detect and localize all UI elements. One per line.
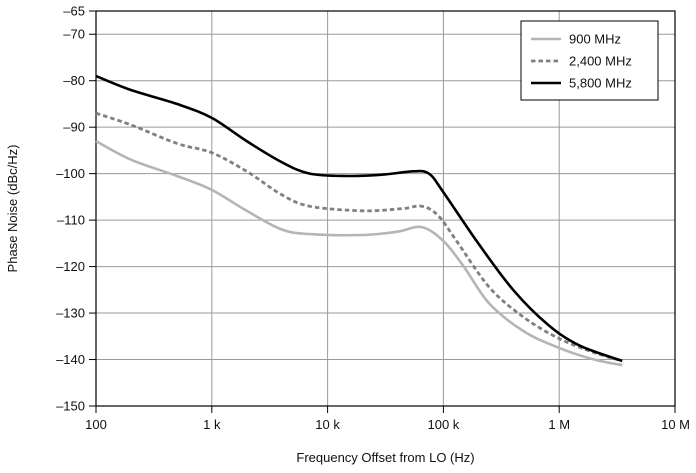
x-tick-label: 100 k <box>427 417 459 432</box>
legend-label: 2,400 MHz <box>569 54 632 69</box>
y-tick-label: –140 <box>56 352 85 367</box>
legend-box <box>520 20 659 101</box>
x-axis: 100 1 k 10 k 100 k 1 M 10 M <box>85 406 690 432</box>
legend-label: 900 MHz <box>569 32 621 47</box>
y-axis-title: Phase Noise (dBc/Hz) <box>5 145 20 273</box>
series-line-2-400-mhz <box>95 111 623 363</box>
x-axis-title: Frequency Offset from LO (Hz) <box>296 450 474 465</box>
legend: 900 MHz 2,400 MHz 5,800 MHz <box>520 20 659 101</box>
y-tick-label: –100 <box>56 166 85 181</box>
x-tick-label: 100 <box>85 417 107 432</box>
x-tick-label: 10 M <box>661 417 690 432</box>
y-tick-label: –70 <box>63 27 85 42</box>
series-line-900-mhz <box>95 139 623 367</box>
legend-label: 5,800 MHz <box>569 76 632 91</box>
x-tick-label: 10 k <box>315 417 340 432</box>
y-axis: –65 –70 –80 –90 –100 –110 –120 –130 –140 –150 <box>56 4 96 414</box>
y-tick-label: –110 <box>57 213 85 228</box>
y-tick-label: –90 <box>63 120 85 135</box>
y-tick-label: –150 <box>56 399 85 414</box>
plot-frame <box>95 10 676 407</box>
series-layer <box>95 74 623 367</box>
y-tick-label: –80 <box>63 73 85 88</box>
y-tick-label: –120 <box>56 259 85 274</box>
x-tick-label: 1 k <box>203 417 221 432</box>
x-tick-label: 1 M <box>548 417 570 432</box>
y-tick-label: –65 <box>63 4 85 19</box>
series-line-5-800-mhz <box>95 74 623 363</box>
y-tick-label: –130 <box>56 306 85 321</box>
